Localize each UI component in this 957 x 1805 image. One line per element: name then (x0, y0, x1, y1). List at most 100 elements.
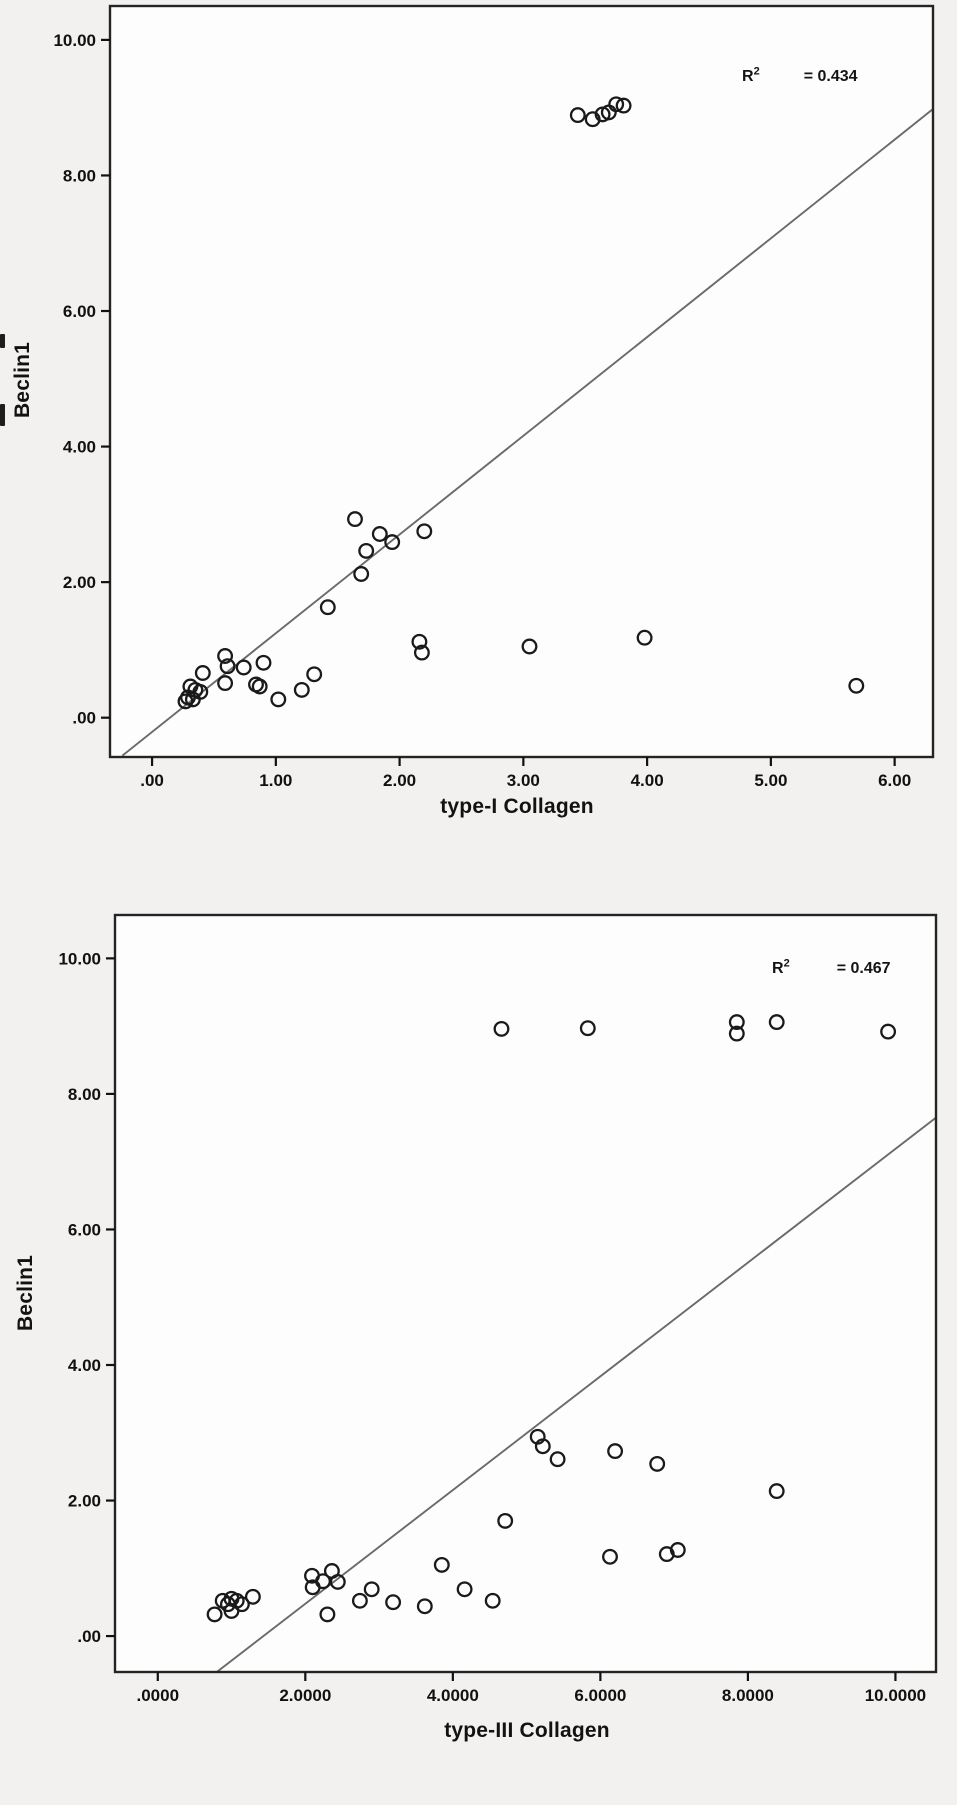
data-point (319, 599, 336, 616)
axis-tick-labels: .0000 2.0000 4.0000 6.0000 8.0000 10.0000 .00 2… (58, 949, 926, 1705)
data-point (319, 1606, 336, 1623)
data-point (315, 1573, 331, 1590)
data-point (206, 1606, 223, 1623)
bottom-r2-annotation: R2 = 0.467 (772, 958, 891, 978)
data-point (192, 683, 209, 700)
x-tick-label: 1.00 (259, 771, 292, 790)
left-edge-artifact (0, 404, 5, 426)
plot-frame (108, 4, 935, 759)
y-tick-label: 4.00 (68, 1356, 101, 1375)
axis-tick-labels: .00 1.00 2.00 3.00 4.00 5.00 6.00 .00 2.00 4.00 6.… (53, 31, 911, 790)
y-tick-label: 8.00 (63, 166, 96, 185)
data-point (521, 638, 538, 655)
data-point (880, 1023, 897, 1040)
data-point (416, 523, 433, 540)
y-tick-label: 4.00 (63, 438, 96, 457)
data-point (385, 1594, 402, 1611)
x-tick-label: 4.0000 (427, 1686, 479, 1705)
data-point (358, 542, 375, 559)
data-point (233, 1596, 250, 1613)
data-point (293, 681, 310, 698)
plot-area (110, 6, 933, 757)
data-point (363, 1581, 380, 1598)
data-point (569, 107, 586, 124)
data-points (206, 1014, 897, 1623)
left-edge-artifact (0, 334, 5, 348)
y-tick-label: .00 (72, 709, 96, 728)
data-point (353, 566, 370, 582)
data-point (413, 644, 430, 661)
data-point (351, 1592, 368, 1609)
data-point (549, 1451, 566, 1468)
data-point (371, 526, 388, 542)
x-tick-label: 8.0000 (722, 1686, 774, 1705)
data-point (579, 1020, 596, 1037)
data-point (251, 678, 268, 695)
top-y-axis-title: Beclin1 (11, 341, 34, 419)
fit-line (121, 108, 934, 757)
fit-line (216, 1116, 937, 1673)
y-tick-label: .00 (77, 1627, 101, 1646)
data-point (235, 659, 252, 676)
data-point (306, 666, 323, 683)
data-point (433, 1556, 450, 1573)
bottom-r2-equation: = 0.467 (836, 960, 891, 978)
data-point (497, 1512, 514, 1529)
axis-ticks (101, 38, 896, 766)
data-point (728, 1025, 745, 1042)
data-point (848, 677, 865, 694)
x-tick-label: 5.00 (754, 771, 787, 790)
data-points (177, 96, 865, 710)
x-tick-label: 2.00 (383, 771, 416, 790)
data-point (607, 1443, 624, 1460)
data-point (219, 658, 236, 675)
y-tick-label: 8.00 (68, 1085, 101, 1104)
data-point (484, 1592, 501, 1609)
data-point (456, 1581, 473, 1598)
y-tick-label: 6.00 (63, 302, 96, 321)
plot-area (115, 915, 936, 1672)
x-tick-label: .0000 (137, 1686, 180, 1705)
x-tick-label: 4.00 (631, 771, 664, 790)
x-tick-label: 2.0000 (279, 1686, 331, 1705)
data-point (493, 1020, 510, 1037)
data-point (602, 1548, 618, 1565)
data-point (329, 1573, 346, 1590)
top-x-axis-title: type-I Collagen (440, 795, 594, 818)
data-point (768, 1014, 785, 1031)
axis-ticks (106, 957, 897, 1681)
data-point (217, 675, 234, 692)
data-point (728, 1014, 745, 1031)
data-point (255, 654, 272, 671)
y-tick-label: 10.00 (58, 949, 101, 968)
data-point (534, 1438, 551, 1455)
top-r2-equation: = 0.434 (803, 68, 858, 86)
data-point (217, 648, 234, 664)
plot-frame (113, 913, 938, 1674)
bottom-y-axis-title: Beclin1 (14, 1254, 37, 1332)
data-point (669, 1542, 686, 1558)
y-tick-label: 2.00 (68, 1492, 101, 1511)
x-tick-label: 10.0000 (865, 1686, 926, 1705)
scatter-plot-bottom: .0000 2.0000 4.0000 6.0000 8.0000 10.0000 .00 2… (58, 913, 938, 1705)
top-r2-annotation: R2 = 0.434 (742, 66, 858, 86)
data-point (615, 97, 632, 114)
x-tick-label: 6.00 (878, 771, 911, 790)
data-point (636, 629, 653, 646)
data-point (608, 96, 625, 113)
data-point (416, 1598, 433, 1615)
data-point (347, 511, 363, 528)
bottom-x-axis-title: type-III Collagen (444, 1719, 610, 1742)
data-point (244, 1588, 261, 1605)
y-tick-label: 2.00 (63, 573, 96, 592)
scatter-plot-top: .00 1.00 2.00 3.00 4.00 5.00 6.00 .00 2.00 4.00 6.… (53, 4, 935, 790)
bottom-r2-symbol: R2 (772, 958, 790, 978)
data-point (768, 1483, 785, 1500)
data-point (384, 534, 401, 551)
data-point (194, 665, 211, 681)
data-point (411, 633, 428, 650)
top-r2-symbol: R2 (742, 66, 760, 86)
x-tick-label: 3.00 (507, 771, 540, 790)
